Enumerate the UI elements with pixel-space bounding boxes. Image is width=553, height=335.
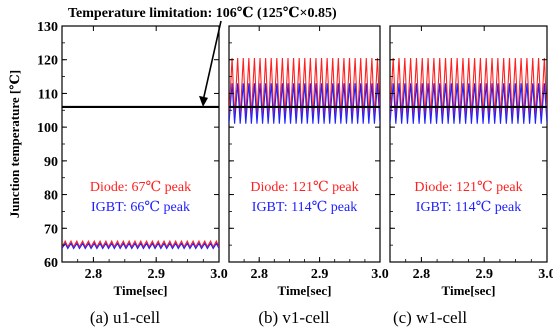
y-tick-label: 80 bbox=[44, 189, 58, 204]
y-tick-label: 90 bbox=[44, 155, 58, 170]
chart-panel-2: 2.8 2.9 3.0 Time[sec] Diode: 121℃ peak IGBT: … bbox=[228, 25, 389, 327]
panel-caption: (c) w1-cell bbox=[393, 308, 467, 327]
overlay: Junction temperature [℃] Temperature limi… bbox=[7, 6, 337, 218]
igbt-peak-label: IGBT: 66℃ peak bbox=[91, 200, 190, 215]
chart-panel-1: 2.8 2.9 3.0 60 70 80 90 100 110 120 130 Time[sec] Di… bbox=[37, 20, 228, 327]
igbt-peak-label: IGBT: 114℃ peak bbox=[252, 200, 357, 215]
plot-frame bbox=[61, 25, 220, 263]
x-tick-label: 3.0 bbox=[371, 267, 389, 282]
y-axis-label: Junction temperature [℃] bbox=[7, 70, 22, 218]
x-axis-label: Time[sec] bbox=[442, 283, 496, 298]
x-axis-label: Time[sec] bbox=[114, 283, 168, 298]
x-tick-label: 2.9 bbox=[147, 267, 165, 282]
series-line-igbt bbox=[390, 83, 547, 124]
y-tick-label: 100 bbox=[37, 121, 58, 136]
series-line-igbt bbox=[62, 242, 219, 250]
temperature-limit-annotation: Temperature limitation: 106℃ (125℃×0.85) bbox=[68, 6, 337, 21]
diode-peak-label: Diode: 121℃ peak bbox=[414, 180, 522, 195]
panel-caption: (b) v1-cell bbox=[258, 308, 330, 327]
y-tick-label: 70 bbox=[44, 222, 58, 237]
x-tick-label: 2.8 bbox=[413, 267, 431, 282]
y-tick-label: 60 bbox=[44, 256, 58, 271]
x-tick-label: 3.0 bbox=[210, 267, 228, 282]
x-tick-label: 2.9 bbox=[475, 267, 493, 282]
diode-peak-label: Diode: 67℃ peak bbox=[90, 180, 191, 195]
series-line-igbt bbox=[229, 83, 380, 124]
diode-peak-label: Diode: 121℃ peak bbox=[250, 180, 358, 195]
y-tick-label: 120 bbox=[37, 54, 58, 69]
x-axis-label: Time[sec] bbox=[278, 283, 332, 298]
x-tick-label: 2.8 bbox=[85, 267, 103, 282]
x-tick-label: 2.8 bbox=[250, 267, 268, 282]
panel-caption: (a) u1-cell bbox=[90, 308, 161, 327]
x-tick-label: 3.0 bbox=[538, 267, 553, 282]
igbt-peak-label: IGBT: 114℃ peak bbox=[416, 200, 521, 215]
chart-panels: 2.8 2.9 3.0 60 70 80 90 100 110 120 130 Time[sec] Di… bbox=[37, 20, 553, 327]
annotation-arrow-line bbox=[202, 20, 222, 102]
y-tick-label: 110 bbox=[38, 87, 58, 102]
annotation-arrow-head bbox=[199, 95, 208, 107]
x-tick-label: 2.9 bbox=[311, 267, 329, 282]
chart-panel-3: 2.8 2.9 3.0 Time[sec] Diode: 121℃ peak IGBT: … bbox=[389, 25, 553, 327]
series-group bbox=[62, 239, 219, 250]
series-line-diode bbox=[62, 239, 219, 249]
y-tick-label: 130 bbox=[37, 20, 58, 35]
